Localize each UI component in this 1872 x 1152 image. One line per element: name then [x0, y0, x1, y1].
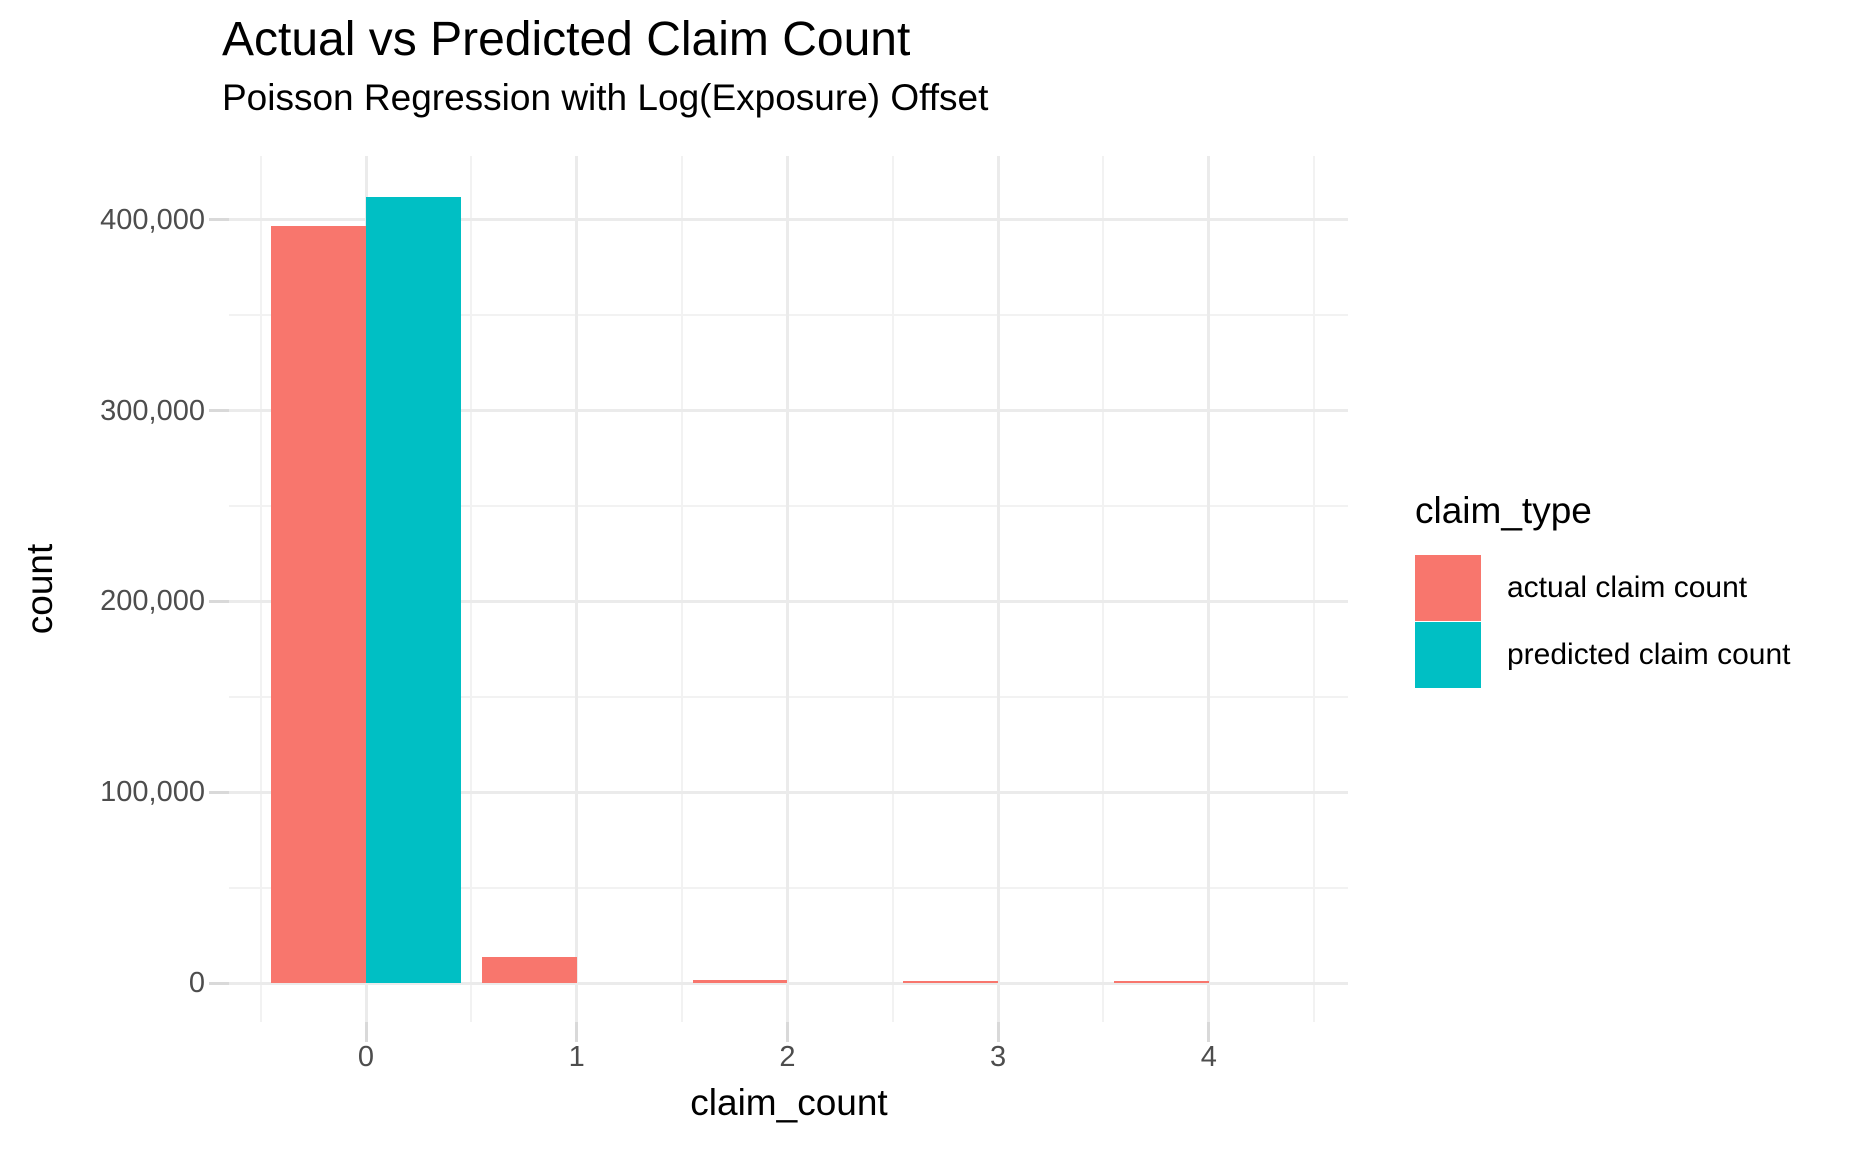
y-tick-mark — [209, 790, 229, 794]
x-tick-mark — [575, 1022, 579, 1042]
x-tick-mark — [1207, 1022, 1211, 1042]
y-tick-label: 0 — [188, 967, 205, 999]
bar-predicted-0 — [366, 197, 461, 983]
gridline-x-minor — [681, 156, 684, 1022]
bar-actual-2 — [692, 980, 788, 983]
chart-subtitle: Poisson Regression with Log(Exposure) Of… — [222, 77, 989, 118]
legend-key-predicted-swatch — [1415, 621, 1481, 688]
y-tick-label: 300,000 — [100, 394, 205, 427]
bar-actual-1 — [481, 957, 577, 983]
y-tick-label: 200,000 — [100, 585, 205, 618]
gridline-x-minor — [470, 156, 473, 1022]
x-tick-mark — [364, 1022, 368, 1042]
gridline-x-minor — [1313, 156, 1316, 1022]
gridline-x-major — [996, 156, 1000, 1022]
gridline-x-major — [1207, 156, 1211, 1022]
y-tick-mark — [209, 981, 229, 985]
x-tick-label: 4 — [1200, 1041, 1217, 1073]
x-tick-label: 1 — [568, 1041, 585, 1073]
gridline-x-major — [785, 156, 789, 1022]
bar-actual-3 — [903, 981, 999, 983]
plot-panel — [229, 156, 1348, 1022]
legend-title: claim_type — [1415, 490, 1592, 531]
legend-item-predicted: predicted claim count — [1415, 621, 1790, 688]
x-tick-mark — [785, 1022, 789, 1042]
gridline-x-minor — [259, 156, 262, 1022]
y-tick-mark — [209, 599, 229, 603]
bar-actual-0 — [271, 225, 366, 983]
x-tick-label: 3 — [990, 1041, 1007, 1073]
y-tick-mark — [209, 218, 229, 222]
y-tick-label: 400,000 — [100, 203, 205, 236]
bar-actual-4 — [1113, 981, 1209, 983]
legend-key-actual-swatch — [1415, 554, 1481, 621]
x-tick-mark — [996, 1022, 1000, 1042]
x-tick-label: 2 — [779, 1041, 796, 1073]
gridline-x-minor — [891, 156, 894, 1022]
gridline-x-major — [575, 156, 579, 1022]
y-tick-label: 100,000 — [100, 776, 205, 809]
legend-label-predicted: predicted claim count — [1507, 637, 1791, 671]
y-tick-mark — [209, 409, 229, 413]
legend-label-actual: actual claim count — [1507, 570, 1748, 604]
chart-title: Actual vs Predicted Claim Count — [222, 13, 911, 66]
x-tick-label: 0 — [357, 1041, 375, 1073]
legend: claim_type actual claim count predicted … — [1415, 490, 1790, 688]
legend-item-actual: actual claim count — [1415, 554, 1790, 621]
gridline-x-minor — [1102, 156, 1105, 1022]
x-axis-title: claim_count — [690, 1082, 888, 1123]
